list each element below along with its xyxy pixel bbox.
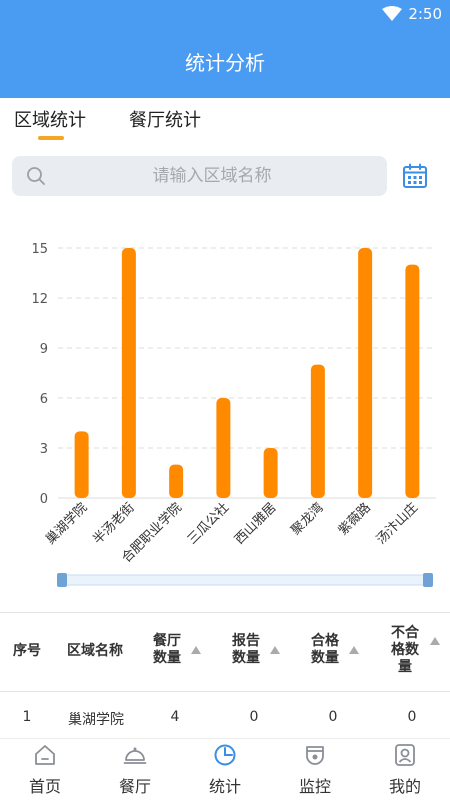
col-header-pass-count[interactable]: 合格数量: [311, 633, 339, 666]
nav-label-restaurant: 餐厅: [118, 777, 151, 796]
nav-item-profile[interactable]: 我的: [360, 739, 450, 800]
dish-cover-icon: [123, 747, 147, 764]
bar[interactable]: [74, 431, 89, 498]
bar[interactable]: [405, 264, 420, 498]
table-header: 序号 区域名称 餐厅数量 报告数量 合格数量 不合格数量: [0, 612, 450, 692]
bottom-nav: 首页 餐厅 统计 监控 我的: [0, 738, 450, 800]
nav-label-statistics: 统计: [208, 777, 241, 796]
cell-restaurant-count: 4: [170, 709, 180, 725]
search-icon: [27, 167, 45, 185]
cell-area-name: 巢湖学院: [68, 712, 124, 728]
nav-item-monitor[interactable]: 监控: [270, 739, 360, 800]
user-icon: [395, 744, 415, 766]
bar[interactable]: [121, 248, 136, 498]
tab-active-indicator: [38, 136, 64, 140]
search-row: [12, 156, 438, 196]
sort-pass-count-icon[interactable]: [349, 646, 359, 654]
x-tick-label: 紫薇路: [335, 500, 374, 539]
x-tick-label: 半汤老街: [90, 500, 137, 547]
search-box[interactable]: [12, 156, 387, 196]
calendar-icon[interactable]: [402, 163, 428, 189]
col-header-report-count[interactable]: 报告数量: [232, 633, 260, 666]
nav-item-statistics[interactable]: 统计: [180, 739, 270, 800]
y-tick-label: 12: [31, 292, 48, 307]
search-input[interactable]: [52, 156, 372, 196]
home-icon: [35, 745, 55, 765]
col-header-index: 序号: [13, 643, 41, 659]
nav-item-home[interactable]: 首页: [0, 739, 90, 800]
cell-report-count: 0: [249, 709, 259, 725]
x-tick-label: 西山雅居: [232, 500, 279, 547]
cell-fail-count: 0: [407, 709, 417, 725]
tab-bar: 区域统计 餐厅统计: [0, 98, 450, 146]
bar[interactable]: [216, 398, 231, 498]
col-header-restaurant-count[interactable]: 餐厅数量: [153, 633, 181, 666]
bar[interactable]: [263, 448, 278, 498]
col-header-area-name: 区域名称: [67, 643, 123, 659]
tab-area-stats[interactable]: 区域统计: [14, 110, 86, 131]
camera-icon: [306, 746, 324, 765]
x-tick-label: 聚龙湾: [288, 500, 327, 539]
wifi-icon: [382, 6, 402, 21]
y-tick-label: 3: [40, 442, 48, 457]
nav-item-restaurant[interactable]: 餐厅: [90, 739, 180, 800]
x-tick-label: 三瓜公社: [184, 500, 232, 548]
col-header-fail-count[interactable]: 不合格数量: [391, 625, 419, 675]
nav-label-profile: 我的: [388, 777, 421, 796]
chart-zoom-handle-left[interactable]: [57, 573, 67, 587]
nav-label-home: 首页: [28, 777, 61, 796]
x-tick-label: 汤汴山庄: [373, 500, 421, 548]
y-tick-label: 0: [40, 492, 48, 507]
table-row[interactable]: 1 巢湖学院 4 0 0 0: [0, 693, 450, 738]
sort-restaurant-count-icon[interactable]: [191, 646, 201, 654]
y-tick-label: 15: [31, 242, 48, 257]
y-tick-label: 9: [40, 342, 48, 357]
cell-index: 1: [22, 709, 32, 725]
bar[interactable]: [310, 364, 325, 498]
status-time: 2:50: [408, 5, 442, 23]
chart-zoom-handle-right[interactable]: [423, 573, 433, 587]
x-tick-label: 巢湖学院: [42, 500, 90, 548]
sort-report-count-icon[interactable]: [270, 646, 280, 654]
chart-zoom-track[interactable]: [61, 574, 433, 586]
sort-fail-count-icon[interactable]: [430, 637, 440, 645]
status-bar: 2:50: [0, 0, 450, 28]
cell-pass-count: 0: [328, 709, 338, 725]
page-title: 统计分析: [0, 28, 450, 98]
bar[interactable]: [169, 464, 184, 498]
nav-label-monitor: 监控: [298, 777, 331, 796]
tab-restaurant-stats[interactable]: 餐厅统计: [129, 110, 201, 131]
pie-chart-icon: [214, 744, 236, 766]
bar[interactable]: [358, 248, 373, 498]
y-tick-label: 6: [40, 392, 48, 407]
